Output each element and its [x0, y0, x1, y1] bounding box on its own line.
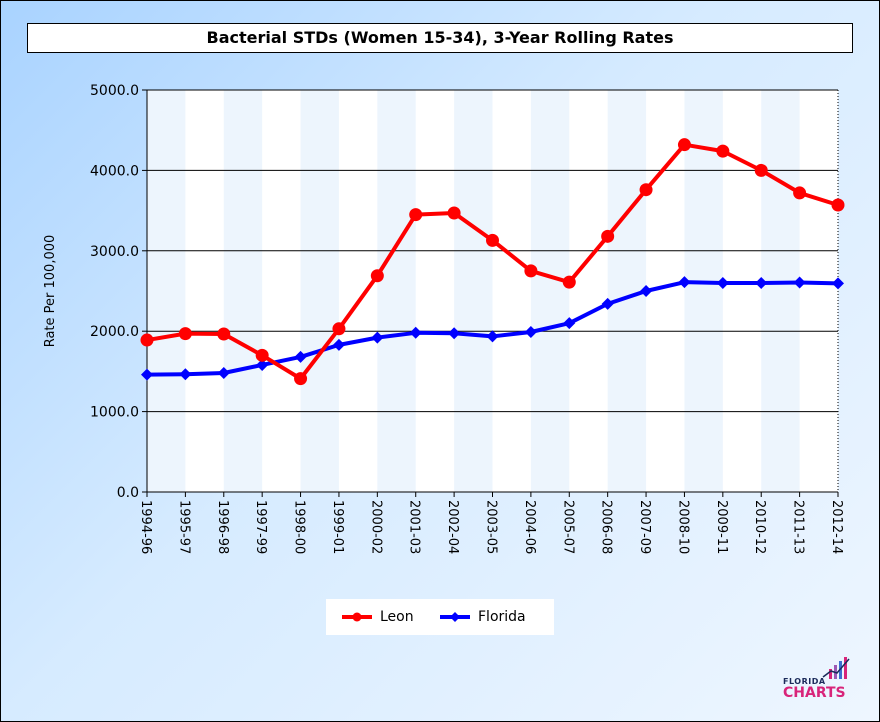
- y-axis-label: Rate Per 100,000: [43, 235, 58, 348]
- data-point-florida: [409, 326, 422, 339]
- y-tick-label: 2000.0: [90, 324, 139, 340]
- plot-band: [454, 90, 493, 492]
- data-point-leon: [639, 183, 653, 197]
- x-tick-label: 1996-98: [215, 500, 230, 554]
- data-point-florida: [601, 297, 614, 310]
- y-tick-label: 1000.0: [90, 405, 139, 421]
- y-tick-label: 4000.0: [90, 163, 139, 179]
- data-point-leon: [294, 372, 308, 386]
- data-point-florida: [524, 326, 537, 339]
- plot-band: [377, 90, 416, 492]
- data-point-florida: [141, 368, 153, 381]
- x-tick-label: 2007-09: [637, 500, 652, 554]
- x-tick-label: 1995-97: [176, 500, 191, 554]
- x-tick-label: 2012-14: [829, 500, 844, 554]
- data-point-leon: [793, 186, 807, 200]
- x-tick-label: 2002-04: [445, 500, 460, 554]
- logo-text-top: FLORIDA: [783, 677, 826, 686]
- data-point-leon: [370, 269, 384, 283]
- logo-bars-icon: [822, 657, 850, 679]
- data-point-florida: [832, 277, 844, 290]
- x-tick-label: 2011-13: [791, 500, 806, 554]
- plot-band: [607, 90, 647, 492]
- x-tick-label: 2009-11: [714, 500, 729, 554]
- logo-text-bottom: CHARTS: [783, 685, 846, 701]
- legend-entry-florida: Florida: [438, 599, 548, 635]
- x-tick-label: 1994-96: [138, 500, 153, 554]
- x-tick-label: 2004-06: [522, 500, 537, 554]
- x-tick-label: 2006-08: [599, 500, 614, 554]
- y-tick-label: 3000.0: [90, 244, 139, 260]
- x-tick-label: 2010-12: [752, 500, 767, 554]
- data-point-leon: [409, 208, 423, 222]
- x-tick-label: 2005-07: [560, 500, 575, 554]
- data-point-florida: [294, 350, 307, 363]
- x-tick-label: 2003-05: [484, 500, 499, 554]
- plot-band: [147, 90, 186, 492]
- data-point-leon: [716, 144, 730, 158]
- plot-band: [530, 90, 570, 492]
- data-point-leon: [255, 348, 269, 362]
- legend-label-leon: Leon: [380, 609, 414, 625]
- plot-band: [300, 90, 339, 492]
- data-point-florida: [217, 367, 230, 380]
- plot-band: [223, 90, 263, 492]
- data-point-florida: [793, 276, 806, 289]
- series-markers: [140, 138, 845, 386]
- x-tick-label: 2000-02: [368, 500, 383, 554]
- data-point-leon: [140, 333, 154, 347]
- data-point-leon: [601, 229, 615, 243]
- data-point-leon: [677, 138, 691, 152]
- x-tick-label: 2008-10: [675, 500, 690, 554]
- x-tick-label: 2001-03: [407, 500, 422, 554]
- x-axis-tick-labels: 1994-96 1995-97 1996-98 1997-99 1998-00 1999-…: [138, 492, 844, 554]
- data-point-florida: [486, 330, 499, 343]
- data-point-florida: [755, 276, 768, 289]
- data-point-leon: [332, 322, 346, 336]
- data-point-florida: [371, 331, 384, 344]
- data-point-florida: [179, 368, 192, 381]
- chart-title: Bacterial STDs (Women 15-34), 3-Year Rol…: [27, 23, 853, 53]
- florida-charts-logo: FLORIDA CHARTS: [779, 655, 859, 705]
- y-tick-label: 0.0: [117, 485, 139, 501]
- x-tick-label: 1997-99: [253, 500, 268, 554]
- data-point-florida: [640, 285, 653, 297]
- data-point-leon: [754, 163, 768, 177]
- data-point-florida: [678, 276, 691, 289]
- legend: Leon Florida: [326, 599, 554, 635]
- data-point-florida: [563, 317, 576, 330]
- plot-band: [684, 90, 723, 492]
- plot-background-bands: [147, 90, 838, 492]
- data-point-florida: [716, 276, 729, 289]
- data-point-leon: [562, 275, 576, 289]
- x-tick-label: 1999-01: [330, 500, 345, 554]
- data-point-florida: [332, 338, 345, 351]
- y-tick-label: 5000.0: [90, 83, 139, 99]
- data-point-leon: [486, 233, 499, 247]
- legend-entry-leon: Leon: [340, 599, 440, 635]
- data-point-leon: [217, 327, 231, 341]
- data-point-leon: [831, 198, 845, 212]
- data-point-leon: [447, 206, 461, 220]
- legend-label-florida: Florida: [478, 609, 526, 625]
- x-tick-label: 1998-00: [292, 500, 307, 554]
- data-point-leon: [178, 327, 192, 341]
- data-point-leon: [524, 264, 538, 278]
- plot-band: [761, 90, 800, 492]
- legend-swatch-leon: [342, 612, 372, 622]
- data-point-florida: [256, 358, 269, 371]
- data-point-florida: [448, 327, 461, 340]
- y-axis-tick-labels: 0.0 1000.0 2000.0 3000.0 4000.0 5000.0: [90, 83, 139, 501]
- legend-swatch-florida: [440, 612, 470, 622]
